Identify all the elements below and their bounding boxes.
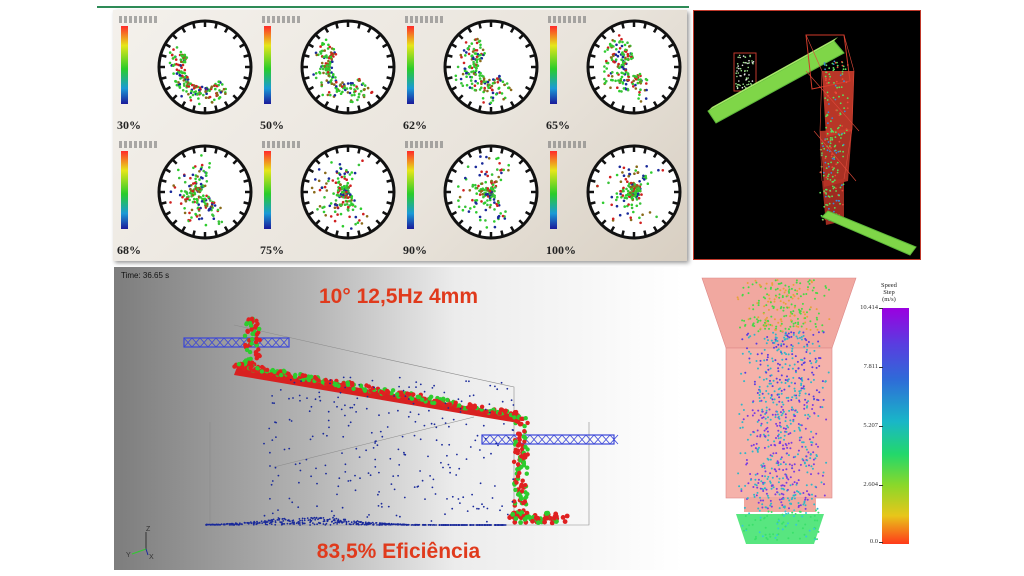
axis-z-label: Z bbox=[146, 526, 151, 533]
velocity-color-scale bbox=[550, 26, 557, 104]
axis-triad bbox=[131, 532, 149, 556]
screen-sim-svg: Z Y X bbox=[126, 316, 619, 561]
mill-speed-percent: 68% bbox=[117, 243, 141, 257]
legend-caption bbox=[262, 16, 302, 23]
velocity-color-scale bbox=[264, 26, 271, 104]
mill-cell: 30% bbox=[113, 12, 256, 135]
hopper-outlet bbox=[744, 498, 816, 512]
top-divider-line bbox=[97, 6, 689, 8]
mill-speed-percent: 30% bbox=[117, 118, 141, 132]
mill-speed-percent: 90% bbox=[403, 243, 427, 257]
legend-caption bbox=[262, 141, 302, 148]
mill-drum bbox=[443, 144, 539, 240]
speed-title-line-1: Speed bbox=[881, 282, 897, 289]
mill-simulation-grid: 30% 50% 62% 65% 68% 75% 90% 100% bbox=[113, 10, 687, 261]
feed-conveyor-top bbox=[708, 37, 838, 111]
mill-speed-percent: 62% bbox=[403, 118, 427, 132]
hopper-body bbox=[725, 347, 833, 499]
mill-speed-percent: 75% bbox=[260, 243, 284, 257]
mill-cell: 62% bbox=[399, 12, 542, 135]
screen-deck bbox=[234, 367, 518, 423]
time-label: Time: 36.65 s bbox=[121, 271, 170, 280]
speed-tick-2: 5.207 bbox=[846, 422, 883, 429]
outlet-stream bbox=[736, 514, 824, 544]
speed-legend-title: Speed Step (m/s) bbox=[869, 282, 909, 303]
screen-simulation-panel: Time: 36.65 s 10° 12,5Hz 4mm Z Y bbox=[114, 267, 683, 570]
chute-3d-render bbox=[693, 10, 921, 260]
mill-cell: 50% bbox=[256, 12, 399, 135]
params-title: 10° 12,5Hz 4mm bbox=[319, 285, 478, 308]
mill-drum bbox=[443, 19, 539, 115]
mill-drum bbox=[157, 144, 253, 240]
legend-caption bbox=[405, 141, 445, 148]
hopper-speed-panel: Speed Step (m/s) 10.414 7.811 5.207 2.60… bbox=[696, 274, 921, 570]
velocity-color-scale bbox=[264, 151, 271, 229]
speed-tick-0: 10.414 bbox=[846, 304, 883, 311]
mill-speed-percent: 65% bbox=[546, 118, 570, 132]
speed-tick-4: 0.0 bbox=[846, 538, 883, 545]
mill-cell: 100% bbox=[542, 137, 685, 260]
mill-cell: 68% bbox=[113, 137, 256, 260]
mill-speed-percent: 50% bbox=[260, 118, 284, 132]
mill-cell: 65% bbox=[542, 12, 685, 135]
mill-drum bbox=[586, 144, 682, 240]
legend-caption bbox=[119, 16, 159, 23]
velocity-color-scale bbox=[121, 26, 128, 104]
legend-caption bbox=[548, 141, 588, 148]
speed-title-line-3: (m/s) bbox=[882, 296, 896, 303]
chute-wireframe bbox=[805, 34, 860, 182]
lower-truss bbox=[481, 434, 619, 445]
chute-section-1 bbox=[822, 71, 854, 137]
speed-title-line-2: Step bbox=[883, 289, 895, 296]
axis-x-label: X bbox=[149, 554, 154, 561]
discharge-conveyor bbox=[821, 210, 917, 256]
mill-cell: 75% bbox=[256, 137, 399, 260]
velocity-color-scale bbox=[550, 151, 557, 229]
mill-drum bbox=[300, 144, 396, 240]
speed-tick-3: 2.604 bbox=[846, 481, 883, 488]
speed-color-scale bbox=[882, 308, 909, 544]
velocity-color-scale bbox=[121, 151, 128, 229]
legend-caption bbox=[548, 16, 588, 23]
velocity-color-scale bbox=[407, 151, 414, 229]
legend-caption bbox=[119, 141, 159, 148]
feed-conveyor bbox=[707, 40, 845, 124]
chute-section-2 bbox=[820, 129, 852, 187]
mill-drum bbox=[586, 19, 682, 115]
axis-y-label: Y bbox=[126, 552, 131, 559]
machine-outline bbox=[209, 324, 590, 526]
mill-speed-percent: 100% bbox=[546, 243, 576, 257]
mill-drum bbox=[157, 19, 253, 115]
upper-truss bbox=[183, 337, 290, 348]
speed-tick-1: 7.811 bbox=[846, 363, 883, 370]
efficiency-label: 83,5% Eficiência bbox=[316, 540, 481, 563]
hopper-top bbox=[701, 277, 857, 349]
legend-caption bbox=[405, 16, 445, 23]
mill-cell: 90% bbox=[399, 137, 542, 260]
mill-drum bbox=[300, 19, 396, 115]
velocity-color-scale bbox=[407, 26, 414, 104]
hopper-svg bbox=[701, 277, 857, 544]
chute-render-svg bbox=[707, 34, 917, 256]
